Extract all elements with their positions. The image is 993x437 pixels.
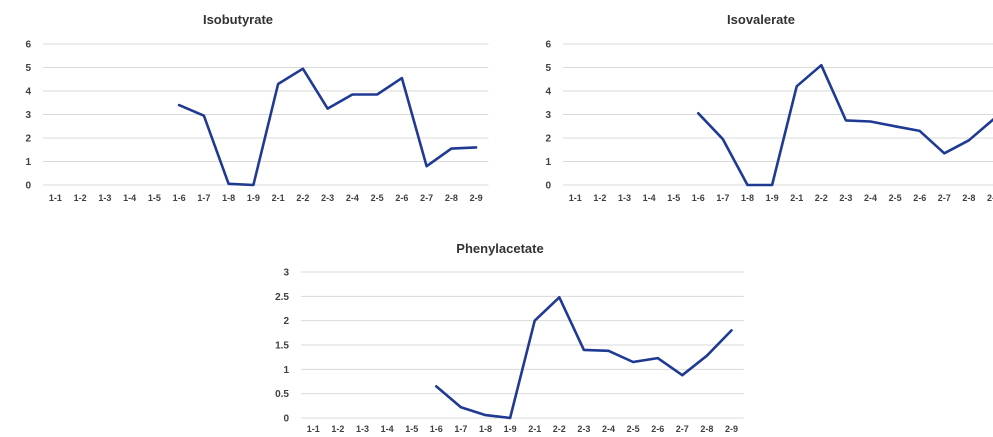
y-tick-label: 3 — [545, 110, 551, 121]
x-tick-label: 1-5 — [405, 424, 418, 434]
x-tick-label: 2-2 — [553, 424, 566, 434]
x-tick-label: 1-2 — [593, 193, 606, 203]
x-tick-label: 1-7 — [716, 193, 729, 203]
x-tick-label: 2-4 — [864, 193, 877, 203]
x-tick-label: 1-9 — [766, 193, 779, 203]
isovalerate-chart: Isovalerate 0 1 2 3 4 5 6 1-1 1-2 1-3 1-4 1-5 1-6 1-7… — [545, 12, 993, 203]
y-tick-label: 4 — [25, 87, 31, 98]
y-tick-label: 1 — [25, 157, 31, 168]
x-tick-label: 2-6 — [913, 193, 926, 203]
y-tick-label: 0 — [545, 181, 551, 192]
x-tick-label: 2-2 — [296, 193, 309, 203]
x-tick-label: 2-5 — [889, 193, 902, 203]
x-tick-label: 1-3 — [618, 193, 631, 203]
x-tick-label: 1-5 — [148, 193, 161, 203]
x-tick-label: 1-4 — [643, 193, 656, 203]
x-tick-label: 2-3 — [577, 424, 590, 434]
isobutyrate-chart: Isobutyrate 0 1 2 3 4 5 6 1-1 1-2 1-3 1-4 1-5 1-6 1-7… — [25, 12, 489, 203]
x-tick-label: 1-4 — [381, 424, 394, 434]
x-tick-label: 1-6 — [692, 193, 705, 203]
x-tick-label: 1-6 — [173, 193, 186, 203]
x-tick-label: 1-9 — [247, 193, 260, 203]
y-tick-label: 2.5 — [275, 292, 289, 303]
x-tick-label: 2-6 — [651, 424, 664, 434]
x-tick-label: 1-3 — [98, 193, 111, 203]
y-tick-label: 3 — [25, 110, 31, 121]
y-tick-label: 0 — [25, 181, 31, 192]
y-tick-label: 5 — [545, 63, 551, 74]
x-tick-label: 2-1 — [272, 193, 285, 203]
y-tick-label: 0.5 — [275, 389, 289, 400]
chart-title: Isovalerate — [727, 12, 795, 27]
x-tick-label: 2-9 — [725, 424, 738, 434]
y-tick-label: 3 — [283, 268, 289, 279]
x-tick-label: 2-5 — [371, 193, 384, 203]
x-tick-label: 1-8 — [741, 193, 754, 203]
x-tick-label: 1-3 — [356, 424, 369, 434]
x-tick-label: 2-9 — [987, 193, 993, 203]
chart-title: Phenylacetate — [456, 241, 543, 256]
y-tick-label: 6 — [545, 40, 551, 51]
x-tick-label: 1-2 — [74, 193, 87, 203]
x-tick-label: 1-1 — [569, 193, 582, 203]
x-tick-label: 1-2 — [331, 424, 344, 434]
x-tick-label: 1-7 — [197, 193, 210, 203]
y-tick-label: 2 — [25, 134, 31, 145]
x-tick-label: 2-7 — [938, 193, 951, 203]
x-tick-label: 2-3 — [839, 193, 852, 203]
y-tick-label: 0 — [283, 414, 289, 425]
x-tick-label: 1-6 — [430, 424, 443, 434]
x-tick-label: 1-4 — [123, 193, 136, 203]
x-tick-label: 2-7 — [420, 193, 433, 203]
series-line — [177, 67, 478, 187]
phenylacetate-chart: Phenylacetate 0 0.5 1 1.5 2 2.5 3 1-1 1-2 1-3 1-4 1… — [275, 241, 744, 434]
y-tick-label: 6 — [25, 40, 31, 51]
y-tick-label: 1 — [283, 365, 289, 376]
x-tick-label: 2-8 — [445, 193, 458, 203]
x-tick-label: 2-8 — [962, 193, 975, 203]
x-tick-label: 2-1 — [528, 424, 541, 434]
series-line — [435, 296, 733, 420]
x-tick-label: 2-7 — [676, 424, 689, 434]
series-line — [697, 63, 993, 187]
x-tick-label: 1-1 — [49, 193, 62, 203]
x-tick-label: 2-6 — [395, 193, 408, 203]
x-tick-label: 1-1 — [307, 424, 320, 434]
y-tick-label: 4 — [545, 87, 551, 98]
x-tick-label: 1-7 — [454, 424, 467, 434]
x-tick-label: 2-4 — [602, 424, 615, 434]
x-tick-label: 2-8 — [700, 424, 713, 434]
y-tick-label: 1 — [545, 157, 551, 168]
chart-title: Isobutyrate — [203, 12, 273, 27]
x-tick-label: 2-1 — [790, 193, 803, 203]
y-tick-label: 5 — [25, 63, 31, 74]
x-tick-label: 1-8 — [479, 424, 492, 434]
y-tick-label: 2 — [545, 134, 551, 145]
x-tick-label: 2-3 — [321, 193, 334, 203]
x-tick-label: 1-5 — [667, 193, 680, 203]
x-tick-label: 2-4 — [346, 193, 359, 203]
x-tick-label: 2-2 — [815, 193, 828, 203]
x-tick-label: 2-5 — [627, 424, 640, 434]
x-tick-label: 1-9 — [504, 424, 517, 434]
x-tick-label: 2-9 — [470, 193, 483, 203]
y-tick-label: 1.5 — [275, 341, 289, 352]
y-tick-label: 2 — [283, 316, 289, 327]
x-tick-label: 1-8 — [222, 193, 235, 203]
